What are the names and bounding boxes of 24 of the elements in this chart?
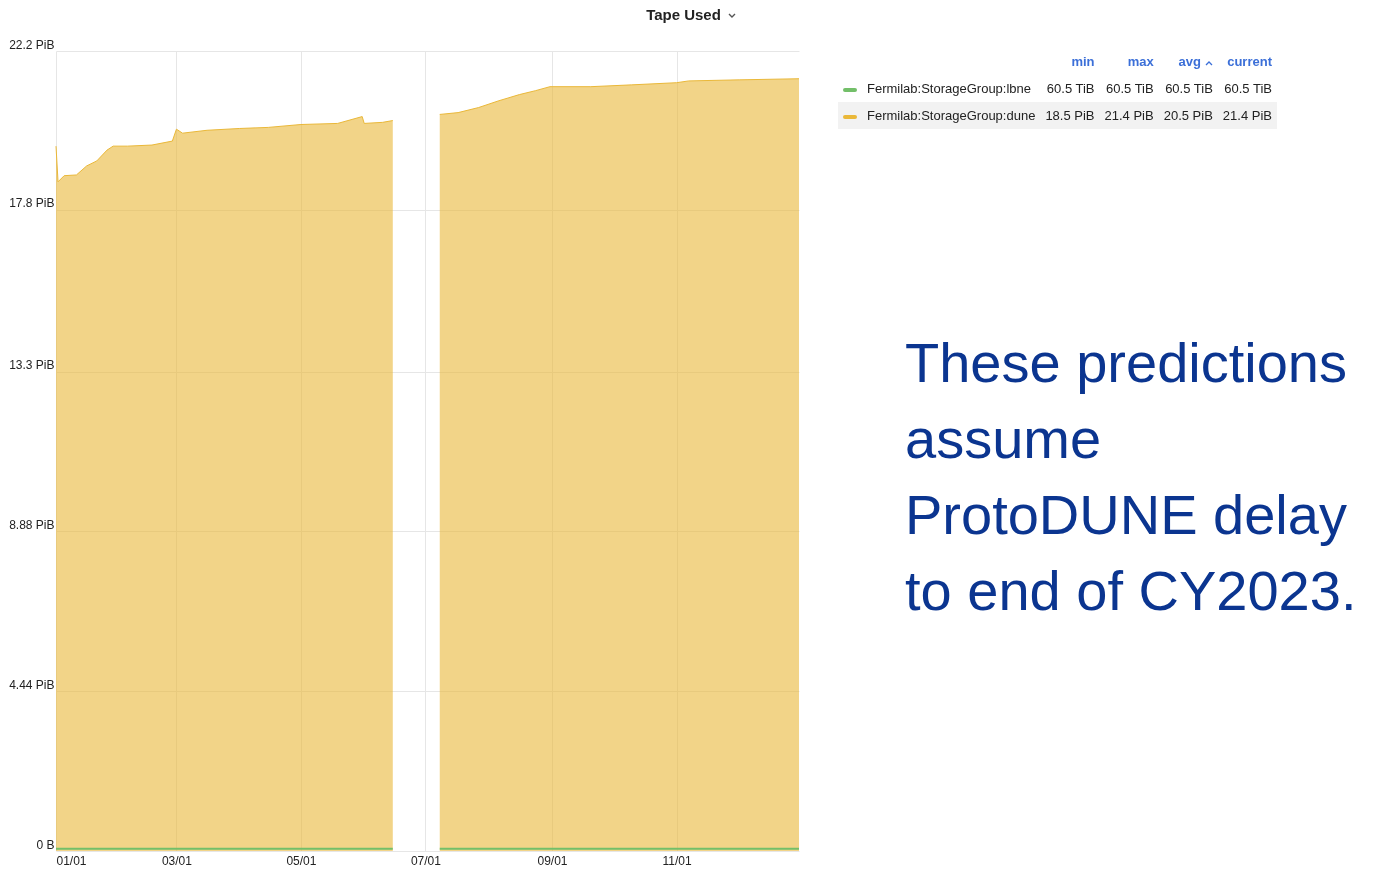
x-tick-label: 01/01: [56, 853, 87, 868]
text: 60.5 TiB: [1223, 80, 1273, 98]
text: max: [1127, 54, 1154, 69]
text: 60.5 TiB: [1105, 80, 1155, 98]
legend-label: Fermilab:StorageGroup:lbne: [867, 81, 1032, 96]
text: These predictions assume ProtoDUNE delay to end of CY2023.: [905, 330, 1358, 624]
x-tick-label: 05/01: [286, 853, 317, 868]
x-tick-label: 11/01: [662, 853, 692, 868]
y-tick-label: 8.88 PiB: [9, 517, 55, 532]
legend-label: Fermilab:StorageGroup:dune: [867, 108, 1036, 123]
x-tick-label: 07/01: [410, 853, 442, 868]
y-tick-label: 13.3 PiB: [9, 358, 55, 373]
y-tick-label: 0 B: [36, 837, 55, 852]
text: 60.5 TiB: [1164, 80, 1214, 98]
text: min: [1071, 54, 1095, 69]
text: current: [1227, 54, 1272, 69]
x-tick-label: 03/01: [161, 853, 193, 868]
text: avg: [1178, 54, 1201, 69]
chart-title: Tape Used: [646, 6, 721, 23]
y-tick-label: 4.44 PiB: [9, 677, 55, 692]
y-tick-label: 22.2 PiB: [9, 37, 55, 52]
text: 60.5 TiB: [1045, 80, 1096, 98]
y-tick-label: 17.8 PiB: [9, 196, 55, 211]
x-tick-label: 09/01: [537, 853, 568, 868]
